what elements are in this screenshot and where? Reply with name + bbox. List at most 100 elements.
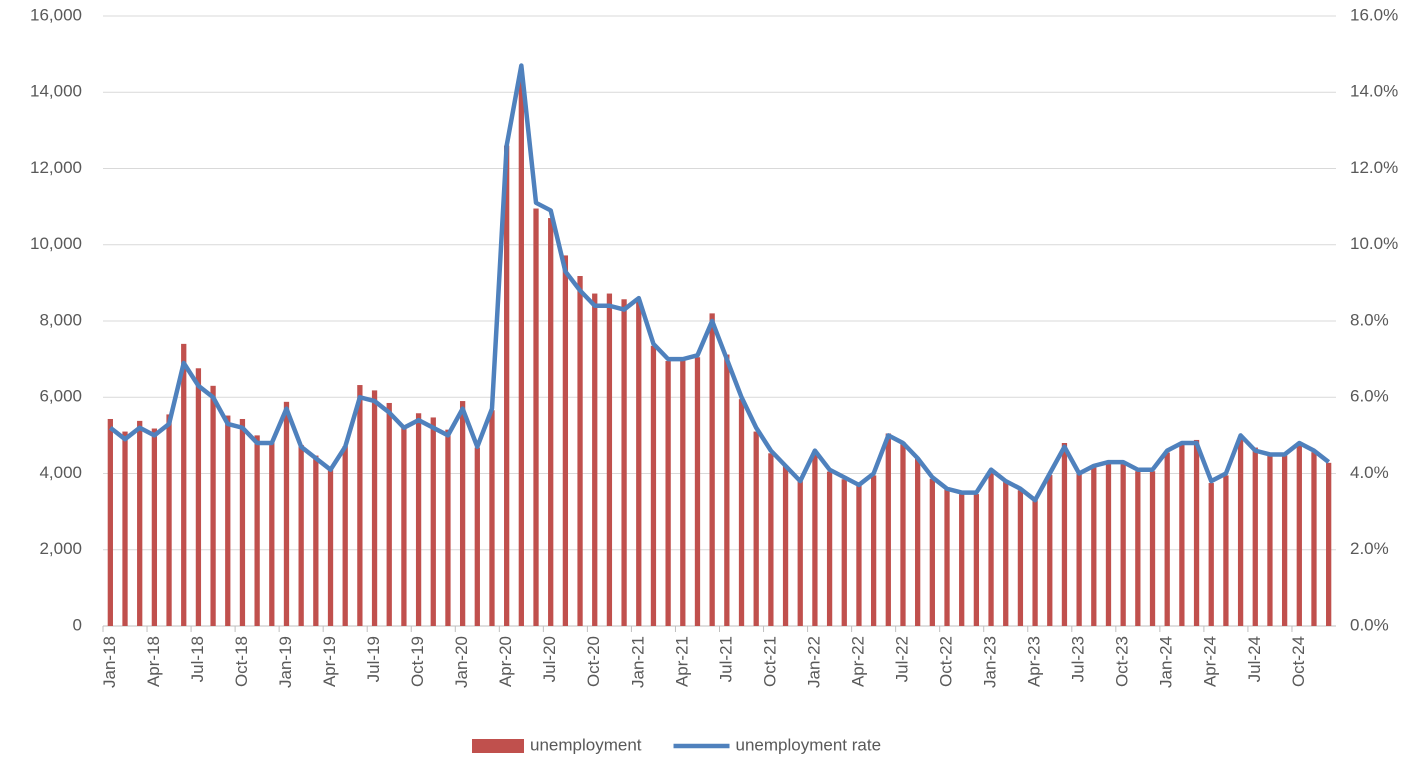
bar [1061,443,1068,626]
bar [768,453,774,626]
bar [1267,452,1273,626]
bar [782,465,789,626]
x-tick-label: Jan-21 [628,636,647,688]
bar [210,385,216,626]
x-tick-label: Oct-24 [1289,636,1308,687]
x-tick-label: Jan-23 [981,636,1000,688]
bar [797,481,803,626]
bar [694,357,701,626]
x-tick-label: Apr-19 [320,636,339,687]
bar [1105,462,1112,626]
bar [606,293,613,626]
x-tick-label: Jan-20 [452,636,471,688]
y-tick-label: 0 [73,615,82,634]
bar [518,73,524,626]
y2-tick-label: 0.0% [1350,615,1389,634]
bar [1120,462,1126,626]
bar [1193,439,1200,626]
bar [107,418,113,626]
bar [298,444,304,626]
bar [489,410,495,626]
x-tick-label: Jul-19 [364,636,383,682]
x-tick-label: Jan-24 [1157,636,1176,688]
x-tick-label: Jul-21 [716,636,735,682]
bar [1032,500,1038,626]
bar [269,441,275,626]
y-tick-label: 4,000 [39,463,82,482]
bar [239,418,246,626]
legend-swatch [472,739,524,753]
x-tick-label: Jul-22 [892,636,911,682]
bar [1208,483,1214,626]
x-tick-label: Jul-20 [540,636,559,682]
y-tick-label: 16,000 [30,5,82,24]
y2-tick-label: 16.0% [1350,5,1398,24]
bar [636,299,642,626]
y-tick-label: 10,000 [30,234,82,253]
x-tick-label: Jan-22 [804,636,823,688]
bar [504,145,510,626]
bar [680,359,686,626]
bar [166,414,172,626]
bar [1149,471,1156,626]
bar [1237,436,1244,626]
x-tick-label: Oct-21 [760,636,779,687]
bar [151,428,158,626]
y2-tick-label: 4.0% [1350,463,1389,482]
x-tick-label: Jan-19 [276,636,295,688]
bar [283,401,290,626]
bar [650,345,657,626]
x-tick-label: Jul-24 [1245,636,1264,682]
y2-tick-label: 12.0% [1350,158,1398,177]
bar [342,446,348,626]
x-tick-label: Oct-18 [232,636,251,687]
y2-tick-label: 8.0% [1350,310,1389,329]
bar [327,469,334,626]
bar [915,458,921,626]
x-tick-label: Apr-22 [848,636,867,687]
y-tick-label: 6,000 [39,387,82,406]
y2-tick-label: 2.0% [1350,539,1389,558]
bar [1076,473,1082,626]
bar [386,402,392,626]
bar [1017,490,1024,626]
bar [430,417,436,626]
bar [1223,475,1229,626]
bar [665,361,671,626]
bar [225,415,231,626]
bar [1179,444,1185,626]
bar [1252,447,1258,626]
x-tick-label: Apr-23 [1025,636,1044,687]
bar [621,299,627,626]
bar [929,478,935,626]
bar [1281,454,1288,626]
bar [973,494,980,626]
x-tick-label: Oct-23 [1113,636,1132,687]
bar [870,475,877,626]
bar [533,208,539,626]
bar [577,276,583,626]
bar [885,433,891,626]
bar [944,489,950,626]
legend-label: unemployment [530,735,642,754]
y-tick-label: 14,000 [30,82,82,101]
x-tick-label: Apr-18 [144,636,163,687]
bar [371,390,378,626]
bar [1326,462,1332,626]
bar [988,471,994,626]
bar [812,452,818,626]
x-tick-label: Apr-20 [496,636,515,687]
bar [181,343,187,626]
x-tick-label: Jan-18 [100,636,119,688]
bar [459,401,466,626]
x-tick-label: Jul-23 [1069,636,1088,682]
bar [122,431,128,626]
bar [1311,452,1317,626]
bar [1135,471,1141,626]
x-tick-label: Apr-24 [1201,636,1220,687]
bar [357,385,363,626]
x-tick-label: Oct-19 [408,636,427,687]
bar [415,413,422,626]
bar [841,479,847,626]
bar [195,368,202,626]
